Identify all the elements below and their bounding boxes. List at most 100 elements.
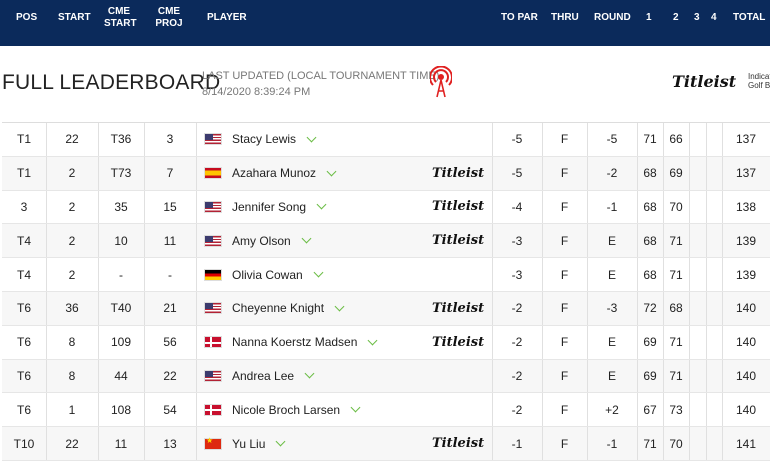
player-name[interactable]: Nanna Koerstz Madsen — [232, 335, 358, 350]
player-cell[interactable]: Stacy Lewis — [196, 123, 500, 156]
cell-thru: F — [560, 335, 569, 350]
table-row[interactable]: T6 36 T40 21 Cheyenne Knight Titleist -2 F -3 72 6… — [2, 291, 770, 326]
player-name[interactable]: Jennifer Song — [232, 199, 307, 214]
column-divider — [196, 156, 197, 190]
page-title: FULL LEADERBOARD — [2, 71, 221, 94]
column-divider — [722, 224, 723, 258]
player-cell[interactable]: Azahara Munoz Titleist — [196, 157, 500, 190]
column-divider — [637, 427, 638, 460]
column-divider — [689, 123, 690, 156]
column-divider — [706, 224, 707, 258]
column-divider — [637, 224, 638, 258]
column-divider — [46, 123, 47, 156]
chevron-down-icon[interactable] — [316, 200, 327, 210]
cell-pos: 3 — [20, 199, 28, 214]
cell-r4 — [706, 258, 722, 291]
column-divider — [637, 359, 638, 393]
column-divider — [542, 156, 543, 190]
player-cell[interactable]: Amy Olson Titleist — [196, 224, 500, 257]
column-divider — [144, 291, 145, 325]
column-divider — [722, 325, 723, 359]
player-name[interactable]: Andrea Lee — [232, 368, 295, 383]
chevron-down-icon[interactable] — [350, 402, 361, 413]
chn-flag-icon — [204, 436, 222, 450]
column-divider — [196, 393, 197, 427]
player-name[interactable]: Stacy Lewis — [232, 132, 297, 147]
player-name[interactable]: Olivia Cowan — [232, 267, 303, 282]
table-row[interactable]: T6 1 108 54 Nicole Broch Larsen -2 F +2 67 73 140 — [2, 393, 770, 428]
cell-to-par: -3 — [511, 267, 523, 282]
player-cell[interactable]: Olivia Cowan — [196, 258, 500, 291]
cell-pos: T4 — [16, 267, 31, 282]
chevron-down-icon[interactable] — [304, 369, 315, 379]
column-divider — [98, 325, 99, 359]
chevron-down-icon[interactable] — [275, 436, 286, 447]
column-divider — [542, 258, 543, 291]
column-divider — [722, 291, 723, 325]
chevron-down-icon[interactable] — [306, 132, 317, 143]
cell-cme-proj: 11 — [163, 233, 177, 248]
cell-r4 — [706, 326, 722, 359]
cell-total: 137 — [735, 166, 757, 181]
cell-r4 — [706, 360, 722, 393]
player-cell[interactable]: Yu Liu Titleist — [196, 427, 500, 460]
cell-pos: T1 — [16, 132, 31, 147]
table-row[interactable]: T10 22 11 13 Yu Liu Titleist -1 F -1 71 70 141 — [2, 427, 770, 461]
player-cell[interactable]: Cheyenne Knight Titleist — [196, 292, 500, 325]
chevron-down-icon[interactable] — [301, 233, 312, 244]
column-divider — [196, 291, 197, 325]
column-divider — [144, 190, 145, 224]
chevron-down-icon[interactable] — [334, 301, 345, 312]
live-broadcast-icon[interactable] — [430, 66, 452, 98]
last-updated: LAST UPDATED (LOCAL TOURNAMENT TIME) 8/1… — [202, 68, 439, 100]
cell-cme-start: 10 — [114, 233, 128, 248]
col-r2: 2 — [673, 12, 679, 23]
table-row[interactable]: 3 2 35 15 Jennifer Song Titleist -4 F -1 68 70 138 — [2, 190, 770, 225]
column-divider — [689, 393, 690, 427]
titleist-logo: Titleist — [432, 233, 485, 249]
column-divider — [492, 393, 493, 427]
table-row[interactable]: T1 22 T36 3 Stacy Lewis -5 F -5 71 66 137 — [2, 123, 770, 157]
column-divider — [492, 291, 493, 325]
column-divider — [492, 427, 493, 460]
col-cme-proj: CME PROJ — [155, 6, 183, 29]
table-row[interactable]: T6 8 44 22 Andrea Lee -2 F E 69 71 140 — [2, 359, 770, 394]
cell-cme-start: T36 — [110, 132, 132, 147]
player-name[interactable]: Amy Olson — [232, 233, 291, 248]
cell-thru: F — [560, 166, 569, 181]
player-cell[interactable]: Nanna Koerstz Madsen Titleist — [196, 326, 500, 359]
titleist-logo: Titleist — [432, 334, 485, 350]
player-cell[interactable]: Jennifer Song Titleist — [196, 191, 500, 224]
player-name[interactable]: Nicole Broch Larsen — [232, 402, 341, 417]
cell-thru: F — [560, 267, 569, 282]
column-divider — [637, 258, 638, 291]
column-divider — [706, 427, 707, 460]
table-row[interactable]: T6 8 109 56 Nanna Koerstz Madsen Titleist -2 F E… — [2, 325, 770, 360]
player-name[interactable]: Azahara Munoz — [232, 166, 317, 181]
cell-pos: T6 — [16, 402, 31, 417]
column-divider — [689, 224, 690, 258]
table-row[interactable]: T4 2 - - Olivia Cowan -3 F E 68 71 139 — [2, 258, 770, 292]
player-name[interactable]: Cheyenne Knight — [232, 301, 325, 316]
column-divider — [46, 393, 47, 427]
cell-pos: T4 — [16, 233, 31, 248]
column-divider — [492, 224, 493, 258]
col-round: ROUND — [594, 12, 631, 23]
column-divider — [196, 123, 197, 156]
column-divider — [689, 325, 690, 359]
column-divider — [587, 190, 588, 224]
player-name[interactable]: Yu Liu — [232, 436, 266, 451]
cell-cme-start: T73 — [110, 166, 132, 181]
chevron-down-icon[interactable] — [326, 166, 337, 177]
cell-to-par: -3 — [511, 233, 523, 248]
cell-cme-start: T40 — [110, 301, 132, 316]
chevron-down-icon[interactable] — [313, 267, 324, 278]
chevron-down-icon[interactable] — [367, 335, 378, 346]
player-cell[interactable]: Andrea Lee — [196, 360, 500, 393]
cell-cme-proj: 21 — [163, 301, 177, 316]
titleist-sponsor-logo: Titleist — [672, 72, 737, 91]
table-row[interactable]: T1 2 T73 7 Azahara Munoz Titleist -5 F -2 68 69 137 — [2, 156, 770, 191]
table-row[interactable]: T4 2 10 11 Amy Olson Titleist -3 F E 68 71 139 — [2, 224, 770, 259]
column-divider — [706, 325, 707, 359]
player-cell[interactable]: Nicole Broch Larsen — [196, 393, 500, 426]
